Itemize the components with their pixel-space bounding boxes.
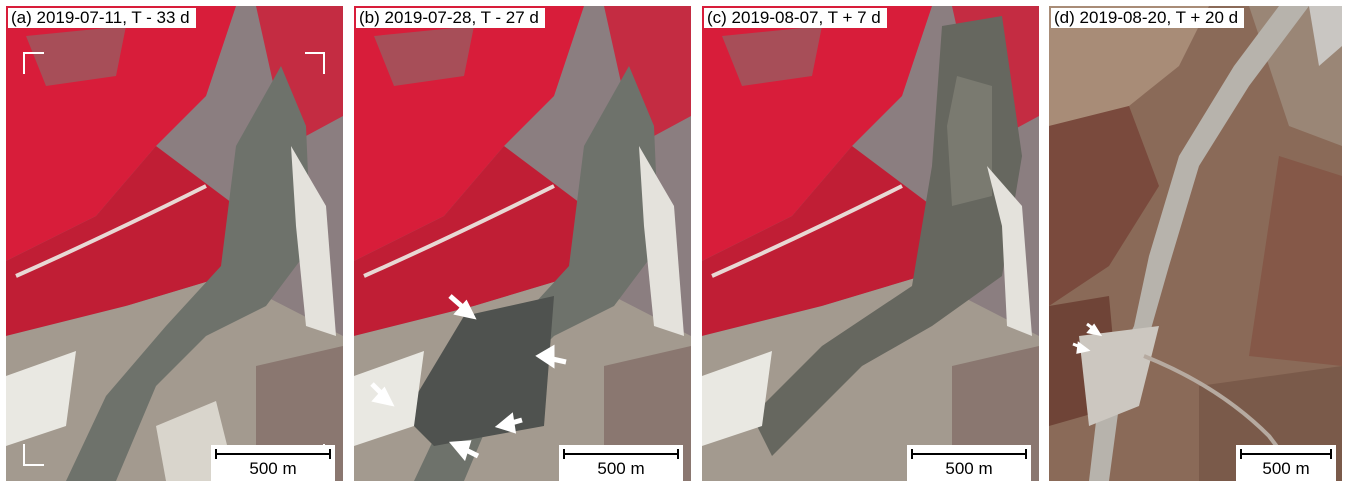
panel-d-label: (d) 2019-08-20, T + 20 d (1051, 8, 1245, 28)
scale-bar-text-d: 500 m (1262, 459, 1310, 478)
satellite-image-a (6, 6, 343, 481)
scale-bar-c: 500 m (907, 445, 1031, 481)
scale-bar-b: 500 m (559, 445, 683, 481)
panel-b-label: (b) 2019-07-28, T - 27 d (356, 8, 545, 28)
panel-b: (b) 2019-07-28, T - 27 d 500 m (354, 6, 691, 481)
scale-bar-text-a: 500 m (249, 459, 297, 478)
panel-c: (c) 2019-08-07, T + 7 d 500 m (702, 6, 1039, 481)
panel-a-label: (a) 2019-07-11, T - 33 d (8, 8, 196, 28)
satellite-image-c (702, 6, 1039, 481)
arrow-icon (370, 294, 567, 462)
scale-bar-text-c: 500 m (945, 459, 993, 478)
panel-c-label: (c) 2019-08-07, T + 7 d (704, 8, 887, 28)
scale-bar-d: 500 m (1236, 445, 1336, 481)
corner-brackets (23, 52, 325, 466)
satellite-image-b (354, 6, 691, 481)
arrow-icon (1072, 322, 1103, 354)
panel-d: (d) 2019-08-20, T + 20 d 500 m (1049, 6, 1342, 481)
satellite-image-d (1049, 6, 1342, 481)
scale-bar-text-b: 500 m (597, 459, 645, 478)
scale-bar-a: 500 m (211, 445, 335, 481)
annotation-arrows (370, 294, 567, 462)
panel-a: (a) 2019-07-11, T - 33 d 500 m (6, 6, 343, 481)
annotation-arrows-d (1072, 322, 1103, 354)
